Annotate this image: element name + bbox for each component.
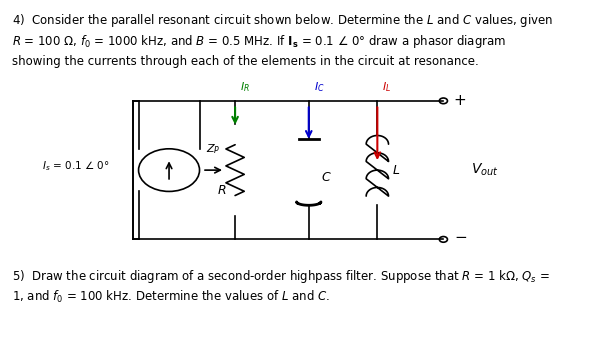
Text: $I_C$: $I_C$ [314, 80, 325, 94]
Text: showing the currents through each of the elements in the circuit at resonance.: showing the currents through each of the… [11, 55, 478, 68]
Text: $V_{out}$: $V_{out}$ [471, 162, 499, 178]
Text: C: C [322, 171, 330, 184]
Text: $R$ = 100 $\Omega$, $f_0$ = 1000 kHz, and $B$ = 0.5 MHz. If $\mathbf{I_s}$ = 0.1: $R$ = 100 $\Omega$, $f_0$ = 1000 kHz, an… [11, 33, 506, 50]
Text: $-$: $-$ [453, 228, 466, 243]
Text: 4)  Consider the parallel resonant circuit shown below. Determine the $L$ and $C: 4) Consider the parallel resonant circui… [11, 12, 553, 29]
Text: $Z_P$: $Z_P$ [206, 142, 221, 156]
Text: $I_s$ = 0.1 $\angle$ 0°: $I_s$ = 0.1 $\angle$ 0° [42, 160, 109, 174]
Text: +: + [453, 93, 466, 108]
Text: $I_L$: $I_L$ [383, 80, 392, 94]
Text: 5)  Draw the circuit diagram of a second-order highpass filter. Suppose that $R$: 5) Draw the circuit diagram of a second-… [11, 268, 550, 285]
Text: L: L [392, 164, 399, 176]
Text: R: R [218, 184, 227, 197]
Text: $I_R$: $I_R$ [240, 80, 250, 94]
Text: 1, and $f_0$ = 100 kHz. Determine the values of $L$ and $C$.: 1, and $f_0$ = 100 kHz. Determine the va… [11, 289, 329, 305]
